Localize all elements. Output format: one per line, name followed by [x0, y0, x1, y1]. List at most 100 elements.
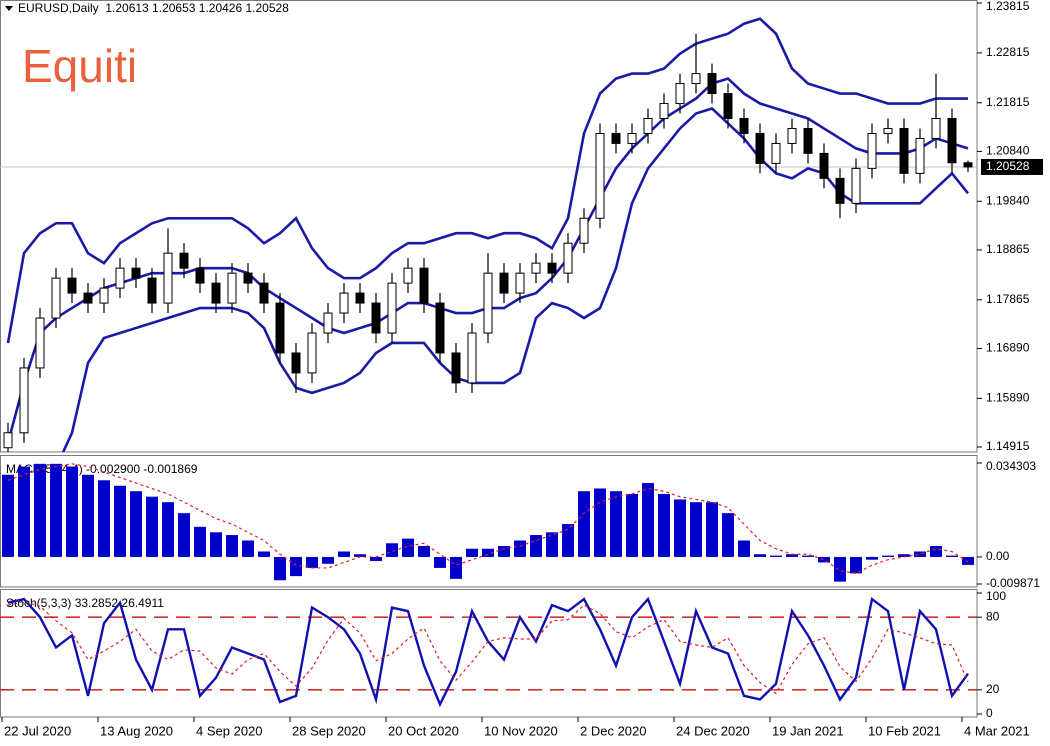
candle-body — [115, 267, 125, 289]
y-tick-label: 80 — [986, 609, 1000, 623]
macd-bar — [754, 554, 766, 557]
candle-body — [403, 267, 413, 284]
macd-bar — [466, 548, 478, 557]
macd-bar — [258, 551, 270, 557]
y-tick-label: 1.23815 — [986, 0, 1030, 13]
candle-body — [563, 242, 573, 274]
macd-panel-frame — [0, 455, 978, 588]
candle-body — [547, 262, 557, 274]
macd-bar — [226, 535, 238, 557]
macd-bar — [338, 551, 350, 557]
macd-bar — [786, 554, 798, 557]
x-tick-label: 4 Mar 2021 — [964, 723, 1030, 738]
macd-bar — [914, 551, 926, 557]
macd-bar — [354, 554, 366, 557]
candle-body — [147, 277, 157, 304]
macd-bar — [290, 556, 302, 577]
x-tick-label: 13 Aug 2020 — [100, 723, 173, 738]
y-tick-label: 1.21815 — [986, 95, 1030, 109]
macd-bar — [18, 466, 30, 557]
candle-body — [771, 142, 781, 164]
candle-body — [787, 127, 797, 144]
macd-bar — [274, 556, 286, 581]
y-tick-label: 1.14915 — [986, 439, 1030, 453]
macd-bar — [738, 540, 750, 557]
macd-bar — [546, 532, 558, 557]
macd-bar — [146, 496, 158, 557]
candle-body — [835, 177, 845, 204]
macd-bar — [402, 538, 414, 557]
x-tick-label: 20 Oct 2020 — [388, 723, 459, 738]
x-tick-label: 19 Jan 2021 — [772, 723, 844, 738]
candle-body — [819, 152, 829, 179]
y-tick-label: 1.22815 — [986, 45, 1030, 59]
macd-bar — [450, 556, 462, 579]
y-tick-label: 1.16890 — [986, 341, 1030, 355]
candle-body — [131, 267, 141, 279]
y-tick-label: 0.034303 — [986, 459, 1036, 473]
candle-body — [579, 217, 589, 244]
macd-bar — [194, 526, 206, 557]
macd-bar — [514, 540, 526, 557]
candle-body — [435, 302, 445, 354]
candle-body — [947, 117, 957, 164]
macd-bar — [850, 556, 862, 574]
candle-body — [243, 272, 253, 284]
candle-body — [51, 277, 61, 319]
x-tick-label: 28 Sep 2020 — [292, 723, 366, 738]
candle-body — [19, 367, 29, 434]
y-tick-label: 1.17865 — [986, 292, 1030, 306]
symbol-menu-arrow[interactable] — [5, 6, 13, 11]
candle-body — [35, 317, 45, 369]
candle-body — [595, 132, 605, 219]
candle-body — [531, 262, 541, 274]
macd-bar — [962, 556, 974, 565]
y-tick-label: 0 — [986, 706, 993, 720]
y-tick-label: -0.009871 — [986, 576, 1040, 590]
candle-body — [739, 117, 749, 134]
macd-bar — [818, 556, 830, 563]
candle-body — [83, 292, 93, 304]
macd-bar — [898, 554, 910, 557]
candle-body — [899, 127, 909, 174]
macd-bar — [34, 463, 46, 557]
macd-plot — [2, 463, 974, 582]
macd-bar — [658, 493, 670, 557]
candle-body — [643, 117, 653, 134]
stoch-panel-frame — [0, 589, 978, 718]
macd-bar — [242, 540, 254, 557]
y-tick-label: 20 — [986, 682, 1000, 696]
candle-body — [211, 282, 221, 304]
macd-bar — [322, 556, 334, 564]
macd-bar — [178, 513, 190, 557]
candle-body — [451, 352, 461, 384]
candle-body — [915, 137, 925, 174]
candle-body — [659, 103, 669, 119]
macd-bar — [498, 546, 510, 557]
macd-bar — [706, 502, 718, 557]
stoch-title: Stoch(5,3,3) 33.2852 26.4911 — [6, 596, 164, 610]
macd-bar — [770, 555, 782, 557]
candle-body — [611, 132, 621, 144]
candle-body — [803, 127, 813, 154]
candle-body — [707, 73, 717, 95]
macd-bar — [50, 463, 62, 557]
main-plot — [0, 17, 977, 452]
macd-bar — [306, 556, 318, 568]
candle-body — [515, 272, 525, 294]
candle-body — [867, 132, 877, 169]
macd-bar — [162, 502, 174, 557]
candle-body — [99, 287, 109, 304]
bollinger-band — [61, 107, 970, 452]
macd-bar — [722, 513, 734, 557]
macd-bar — [66, 466, 78, 557]
candle-body — [883, 127, 893, 134]
macd-bar — [802, 555, 814, 557]
main-title: EURUSD,Daily 1.20613 1.20653 1.20426 1.2… — [18, 1, 289, 15]
candle-body — [275, 302, 285, 354]
bollinger-band — [6, 17, 968, 344]
stoch-signal-line — [7, 600, 969, 695]
candle-body — [675, 83, 685, 105]
